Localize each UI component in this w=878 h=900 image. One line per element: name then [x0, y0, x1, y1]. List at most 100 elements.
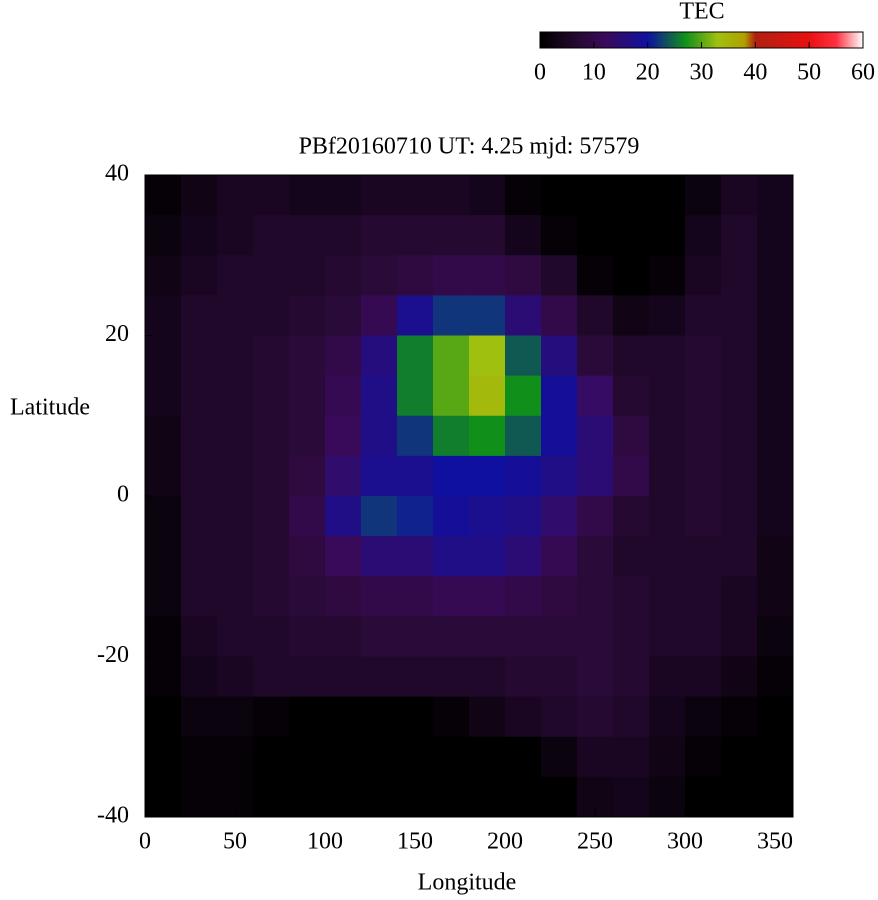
heatmap-cell [469, 455, 506, 497]
heatmap-cell [613, 415, 650, 457]
heatmap-cell [253, 175, 290, 216]
heatmap-cell [397, 576, 434, 617]
heatmap-cell [541, 295, 578, 336]
heatmap-cell [505, 536, 542, 577]
heatmap-cell [757, 576, 794, 617]
x-tick-label: 100 [307, 829, 343, 855]
heatmap-cell [253, 696, 290, 738]
heatmap-cell [757, 616, 794, 657]
heatmap-cell [721, 455, 758, 497]
heatmap-cell [253, 255, 290, 296]
heatmap-cell [757, 295, 794, 336]
heatmap-cell [469, 255, 506, 296]
heatmap-cell [685, 175, 722, 216]
heatmap-cell [181, 656, 218, 698]
heatmap-cell [721, 255, 758, 296]
heatmap-cell [181, 295, 218, 336]
heatmap-cell [505, 656, 542, 698]
heatmap-cell [541, 215, 578, 256]
heatmap-cell [433, 335, 470, 377]
heatmap-cell [613, 455, 650, 497]
heatmap-cell [181, 576, 218, 617]
heatmap-cell [289, 415, 326, 457]
heatmap-cell [685, 776, 722, 818]
x-tick-label: 300 [667, 829, 703, 855]
heatmap-cell [577, 736, 614, 778]
heatmap-cell [577, 455, 614, 497]
heatmap-cell [685, 375, 722, 417]
heatmap-cell [433, 496, 470, 537]
heatmap-cell [613, 295, 650, 336]
heatmap-cell [145, 255, 182, 296]
heatmap-cell [361, 776, 398, 818]
heatmap-cell [325, 496, 362, 537]
heatmap-cell [181, 335, 218, 377]
y-tick-label: 40 [105, 161, 129, 187]
heatmap-cell [361, 455, 398, 497]
heatmap-cell [469, 656, 506, 698]
heatmap-cell [469, 696, 506, 738]
heatmap-cell [181, 455, 218, 497]
heatmap-cell [721, 175, 758, 216]
heatmap-cell [145, 455, 182, 497]
heatmap-cell [469, 496, 506, 537]
heatmap-cell [325, 375, 362, 417]
heatmap-cell [541, 255, 578, 296]
heatmap-cell [325, 656, 362, 698]
heatmap-cell [397, 736, 434, 778]
heatmap-cell [217, 496, 254, 537]
heatmap-cell [397, 375, 434, 417]
heatmap-cell [433, 415, 470, 457]
heatmap-cell [685, 496, 722, 537]
heatmap-cell [361, 496, 398, 537]
heatmap-cell [145, 776, 182, 818]
heatmap-cell [505, 576, 542, 617]
heatmap-cell [649, 175, 686, 216]
heatmap-cell [397, 656, 434, 698]
heatmap-cell [145, 295, 182, 336]
heatmap-cell [253, 616, 290, 657]
colorbar-tick-label: 50 [797, 60, 821, 86]
heatmap-cell [433, 696, 470, 738]
heatmap-cell [469, 175, 506, 216]
heatmap-cell [541, 496, 578, 537]
heatmap-cell [649, 616, 686, 657]
heatmap-cell [577, 255, 614, 296]
heatmap-cell [721, 295, 758, 336]
heatmap-cell [433, 215, 470, 256]
heatmap-cell [289, 215, 326, 256]
heatmap-cell [289, 255, 326, 296]
heatmap-cell [181, 175, 218, 216]
colorbar-tick-label: 40 [743, 60, 767, 86]
chart-title: PBf20160710 UT: 4.25 mjd: 57579 [299, 134, 640, 160]
heatmap-cell [757, 536, 794, 577]
heatmap-cell [757, 696, 794, 738]
heatmap-cell [361, 536, 398, 577]
heatmap-cell [505, 736, 542, 778]
heatmap-cell [757, 736, 794, 778]
heatmap-cell [289, 576, 326, 617]
heatmap-cell [289, 175, 326, 216]
heatmap-cell [397, 415, 434, 457]
heatmap-cell [685, 335, 722, 377]
heatmap-cell [685, 215, 722, 256]
heatmap-cell [289, 375, 326, 417]
heatmap-cell [541, 736, 578, 778]
heatmap-cell [433, 255, 470, 296]
heatmap-cell [505, 496, 542, 537]
heatmap-cell [433, 776, 470, 818]
heatmap-cell [541, 415, 578, 457]
heatmap-cell [181, 736, 218, 778]
heatmap-cell [325, 736, 362, 778]
heatmap-cell [217, 335, 254, 377]
heatmap-cell [649, 696, 686, 738]
heatmap-cell [145, 536, 182, 577]
heatmap-cell [649, 496, 686, 537]
heatmap-cell [685, 696, 722, 738]
heatmap-cell [397, 455, 434, 497]
heatmap-cell [577, 536, 614, 577]
heatmap-cell [469, 415, 506, 457]
heatmap-cell [577, 175, 614, 216]
